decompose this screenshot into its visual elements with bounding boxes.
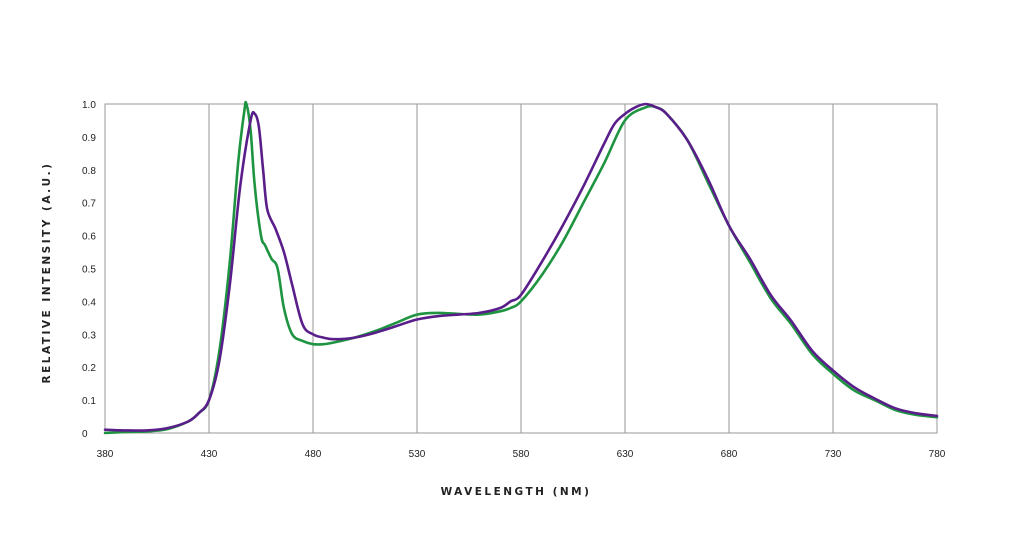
x-axis-title: WAVELENGTH (NM) bbox=[441, 486, 592, 498]
x-tick-label: 380 bbox=[97, 449, 114, 460]
y-tick-label: 0.1 bbox=[82, 396, 96, 407]
x-tick-label: 730 bbox=[825, 449, 842, 460]
y-tick-label: 0.5 bbox=[82, 265, 96, 276]
plot-frame bbox=[104, 103, 938, 434]
x-tick-label: 630 bbox=[617, 449, 634, 460]
series-layer bbox=[103, 100, 939, 435]
y-tick-label: 0.6 bbox=[82, 232, 96, 243]
series-line-1 bbox=[103, 100, 939, 435]
x-tick-label: 480 bbox=[305, 449, 322, 460]
x-tick-labels: 380 430 480 530 580 630 680 730 780 bbox=[97, 449, 946, 460]
x-tick-label: 680 bbox=[721, 449, 738, 460]
y-tick-label: 0.9 bbox=[82, 133, 96, 144]
x-tick-label: 530 bbox=[409, 449, 426, 460]
y-axis-title: RELATIVE INTENSITY (A.U.) bbox=[41, 162, 53, 384]
y-tick-labels: 0 0.1 0.2 0.3 0.4 0.5 0.6 0.7 0.8 0.9 1.0 bbox=[82, 100, 96, 440]
y-tick-label: 0.7 bbox=[82, 199, 96, 210]
grid-layer bbox=[208, 104, 834, 433]
series-line-2 bbox=[103, 102, 939, 432]
y-tick-label: 0 bbox=[82, 429, 88, 440]
x-tick-label: 780 bbox=[929, 449, 946, 460]
y-tick-label: 0.4 bbox=[82, 297, 96, 308]
y-tick-label: 1.0 bbox=[82, 100, 96, 111]
x-tick-label: 580 bbox=[513, 449, 530, 460]
y-tick-label: 0.3 bbox=[82, 330, 96, 341]
y-tick-label: 0.2 bbox=[82, 363, 96, 374]
y-tick-label: 0.8 bbox=[82, 166, 96, 177]
x-tick-label: 430 bbox=[201, 449, 218, 460]
